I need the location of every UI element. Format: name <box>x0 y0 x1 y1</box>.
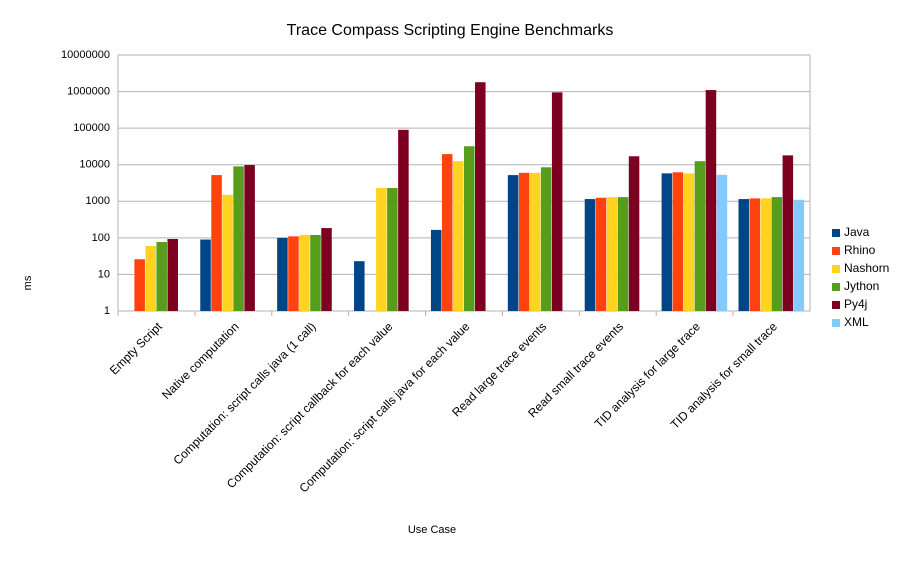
y-tick-label: 10000 <box>79 159 110 171</box>
bar <box>145 245 156 311</box>
bar <box>464 146 475 311</box>
bar <box>222 194 233 311</box>
bar <box>738 199 750 311</box>
bar <box>244 165 255 311</box>
legend-swatch <box>832 319 840 327</box>
legend-label: Jython <box>844 279 879 293</box>
legend-label: Rhino <box>844 243 876 257</box>
bar <box>200 239 211 311</box>
bar <box>211 175 222 311</box>
bar <box>540 167 552 311</box>
y-tick-label: 1000000 <box>67 85 110 97</box>
bar <box>288 236 299 311</box>
bar <box>507 175 519 311</box>
bar <box>354 261 365 311</box>
bar <box>595 197 607 311</box>
bar <box>387 188 398 311</box>
bar <box>376 188 387 311</box>
bar <box>452 161 464 311</box>
y-tick-label: 10000000 <box>61 49 110 61</box>
legend-swatch <box>832 247 840 255</box>
y-tick-label: 100 <box>92 232 110 244</box>
bar <box>441 154 453 311</box>
bar <box>606 197 618 311</box>
bar <box>321 228 332 311</box>
legend-label: Py4j <box>844 297 867 311</box>
bar <box>705 90 717 311</box>
y-tick-label: 100000 <box>73 122 110 134</box>
bar <box>310 234 321 311</box>
bar <box>518 172 530 311</box>
legend-label: Java <box>844 225 870 239</box>
y-tick-label: 10 <box>98 268 110 280</box>
bar <box>661 173 673 311</box>
bar <box>683 173 695 311</box>
y-tick-label: 1000 <box>86 195 110 207</box>
bar <box>430 229 442 311</box>
legend-label: XML <box>844 315 869 329</box>
legend-swatch <box>832 265 840 273</box>
bar <box>771 197 783 311</box>
bar <box>793 199 805 311</box>
bar <box>475 82 486 311</box>
bar <box>529 172 541 311</box>
legend-swatch <box>832 229 840 237</box>
bar <box>694 161 706 311</box>
y-tick-label: 1 <box>104 305 110 317</box>
y-axis-title: ms <box>22 275 34 290</box>
bar <box>277 237 288 311</box>
bar <box>749 198 761 311</box>
x-axis-title: Use Case <box>408 524 456 536</box>
bar <box>299 234 310 311</box>
legend-swatch <box>832 283 840 291</box>
bar <box>716 174 728 311</box>
bar <box>760 198 772 311</box>
bar <box>584 199 596 311</box>
bar <box>617 197 629 311</box>
bar <box>398 129 409 311</box>
legend-swatch <box>832 301 840 309</box>
bar <box>551 92 563 311</box>
bar <box>672 172 684 311</box>
bar <box>167 239 178 311</box>
legend-label: Nashorn <box>844 261 889 275</box>
bar <box>782 155 794 311</box>
bar <box>134 259 145 311</box>
bar <box>628 156 640 311</box>
chart-title: Trace Compass Scripting Engine Benchmark… <box>287 22 614 39</box>
bar <box>233 166 244 311</box>
bar <box>156 242 167 311</box>
